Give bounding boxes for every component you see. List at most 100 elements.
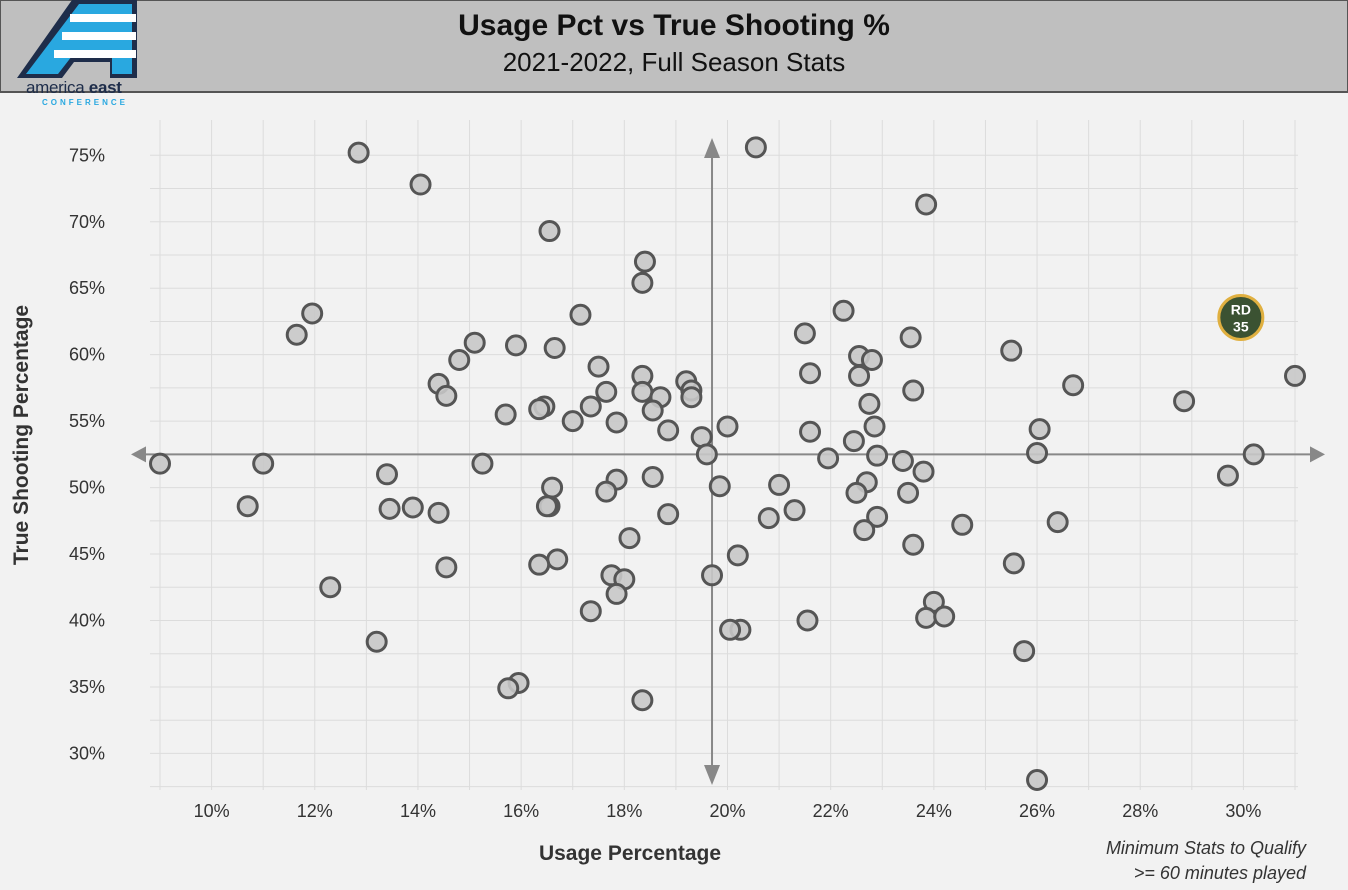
data-point	[528, 398, 551, 421]
data-point	[641, 399, 664, 422]
data-point	[858, 392, 881, 415]
y-tick-label: 50%	[69, 478, 105, 498]
data-point	[1002, 552, 1025, 575]
data-point	[866, 505, 889, 528]
data-point	[1026, 769, 1049, 791]
data-point	[543, 337, 566, 360]
data-point	[595, 380, 618, 403]
data-point	[376, 463, 398, 486]
data-point	[497, 677, 520, 700]
x-tick-label: 30%	[1225, 801, 1261, 821]
data-point	[1062, 374, 1085, 397]
x-tick-label: 16%	[503, 801, 539, 821]
america-east-logo: america east CONFERENCE	[12, 0, 147, 108]
data-point	[680, 386, 703, 409]
data-point	[149, 452, 171, 475]
data-point	[494, 403, 517, 426]
chart-header: Usage Pct vs True Shooting % 2021-2022, …	[0, 0, 1348, 93]
data-point	[546, 548, 569, 571]
logo-a-icon	[17, 0, 137, 78]
data-point	[427, 501, 450, 524]
data-point	[817, 447, 840, 470]
x-tick-label: 18%	[606, 801, 642, 821]
qualify-note-line2: >= 60 minutes played	[1133, 863, 1306, 883]
arrow-down-icon	[704, 765, 721, 785]
y-tick-label: 40%	[69, 611, 105, 631]
data-point	[347, 141, 370, 164]
data-point	[902, 533, 925, 556]
data-point	[605, 582, 628, 605]
chart-subtitle: 2021-2022, Full Season Stats	[502, 47, 846, 77]
data-point	[409, 173, 432, 196]
data-point	[1284, 364, 1306, 387]
y-tick-label: 65%	[69, 278, 105, 298]
data-point	[605, 411, 628, 434]
data-point	[631, 380, 654, 403]
data-point	[783, 499, 806, 522]
y-tick-label: 30%	[69, 743, 105, 763]
highlight-label-line2: 35	[1233, 318, 1249, 334]
data-point	[285, 323, 308, 346]
y-tick-label: 60%	[69, 345, 105, 365]
data-point	[538, 220, 561, 243]
data-point	[1000, 339, 1023, 362]
data-point	[848, 364, 871, 387]
x-tick-label: 14%	[400, 801, 436, 821]
data-point	[708, 475, 731, 498]
data-point	[1013, 640, 1036, 663]
data-point	[799, 420, 822, 443]
data-point	[301, 302, 324, 325]
data-point	[832, 299, 855, 322]
data-point	[860, 348, 883, 371]
data-point	[587, 355, 610, 378]
data-point	[842, 430, 865, 453]
data-points	[149, 136, 1306, 791]
x-tick-label: 26%	[1019, 801, 1055, 821]
logo-subtext: CONFERENCE	[42, 98, 129, 107]
axis-ticks: 10% 12% 14% 16% 18% 20% 22% 24% 26% 28% 30% 30% 35% 4…	[69, 145, 1261, 821]
data-point	[716, 415, 739, 438]
data-point	[695, 443, 718, 466]
data-point	[579, 600, 602, 623]
data-point	[915, 193, 938, 216]
data-point	[528, 553, 551, 576]
x-tick-label: 22%	[813, 801, 849, 821]
data-point	[701, 564, 724, 587]
data-point	[915, 606, 938, 629]
data-point	[899, 326, 922, 349]
data-point	[897, 481, 920, 504]
data-point	[912, 460, 935, 483]
arrow-up-icon	[704, 138, 721, 158]
data-point	[657, 419, 680, 442]
arrow-left-icon	[131, 446, 146, 463]
data-point	[726, 544, 749, 567]
x-tick-label: 10%	[194, 801, 230, 821]
x-axis-label: Usage Percentage	[538, 842, 722, 865]
data-point	[1046, 511, 1069, 534]
data-point	[793, 322, 816, 345]
data-point	[633, 250, 656, 273]
data-point	[891, 450, 914, 472]
qualify-note-line1: Minimum Stats to Qualify	[1105, 838, 1306, 858]
logo-wordmark: america east	[26, 78, 122, 97]
data-point	[504, 334, 527, 357]
data-point	[595, 480, 618, 503]
data-point	[561, 410, 584, 433]
data-point	[535, 495, 558, 518]
x-tick-label: 12%	[297, 801, 333, 821]
data-point	[1028, 418, 1051, 441]
data-point	[448, 348, 471, 371]
y-tick-label: 45%	[69, 544, 105, 564]
data-point	[463, 331, 486, 354]
data-point	[401, 496, 424, 519]
data-point	[853, 519, 876, 542]
data-point	[799, 362, 822, 385]
data-point	[641, 465, 664, 488]
data-point	[796, 609, 819, 632]
x-tick-label: 20%	[709, 801, 745, 821]
highlight-label-line1: RD	[1231, 301, 1251, 317]
y-axis-label: True Shooting Percentage	[10, 304, 33, 566]
y-tick-label: 75%	[69, 145, 105, 165]
data-point	[319, 576, 342, 599]
data-point	[657, 503, 680, 526]
